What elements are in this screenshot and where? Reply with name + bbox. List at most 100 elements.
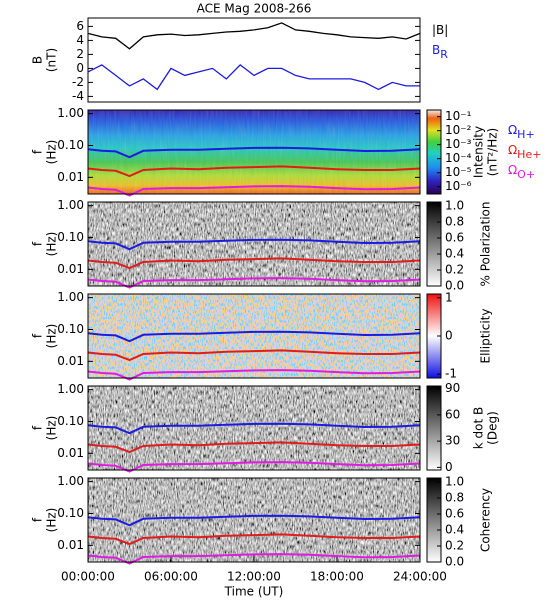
legend-name: Ω [508,143,517,157]
colorbar-tick-label: 1.0 [445,475,464,489]
colorbar-tick-label: 10⁻⁶ [445,179,472,193]
legend-subscript: R [440,48,448,61]
series-line [87,533,421,546]
colorbar-tick-label: 10⁻⁴ [445,151,472,165]
y-axis-label: (Hz) [45,508,59,533]
colorbar [426,385,442,471]
y-tick-label: 0.10 [57,230,84,244]
y-axis-label: (nT) [45,48,59,72]
colorbar-tick-label: 1 [445,290,453,304]
y-tick-label: -2 [72,75,84,89]
colorbar-tick-label: 0.0 [445,279,464,293]
series-line [87,238,421,251]
legend-subscript: He+ [517,148,541,161]
y-axis-label: f [31,149,45,154]
y-axis-label: (Hz) [45,232,59,257]
y-tick-label: 0.01 [57,170,84,184]
y-axis-label: (Hz) [45,324,59,349]
colorbar-label: Coherency [479,488,493,552]
spectrogram-texture [88,294,420,378]
y-tick-label: 1.00 [57,106,84,120]
colorbar-label: Intensity [472,126,486,178]
y-tick-label: 0.10 [57,138,84,152]
legend-label: BR [432,43,448,62]
colorbar-tick-label: 0.4 [445,247,464,261]
y-tick-label: 1.00 [57,198,84,212]
y-tick-label: 0.10 [57,414,84,428]
plot-frame [87,385,421,471]
colorbar-tick-label: 10⁻¹ [445,109,472,123]
y-tick-label: 0.10 [57,322,84,336]
y-tick-label: 0 [76,61,84,75]
spectrogram-texture [88,478,420,562]
y-tick-label: 0.01 [57,262,84,276]
x-tick-label: 24:00:00 [393,570,447,584]
y-tick-label: 0.01 [57,538,84,552]
legend-name: Ω [508,123,517,137]
series-line [87,165,421,178]
colorbar [426,201,442,287]
colorbar-label: (nT²/Hz) [486,128,500,176]
plot-frame [87,109,421,195]
colorbar-tick-label: 10⁻² [445,123,472,137]
y-axis-label: B [31,56,45,64]
x-axis-label: Time (UT) [224,585,284,599]
y-tick-label: -4 [72,89,84,103]
colorbar-tick-label: 0.4 [445,523,464,537]
y-tick-label: 2 [76,47,84,61]
y-axis-label: (Hz) [45,416,59,441]
colorbar-tick-label: 0.0 [445,555,464,569]
y-tick-label: 4 [76,33,84,47]
colorbar-label: Ellipticity [479,309,493,364]
spectrogram-texture [88,386,420,470]
colorbar-tick-label: 0.2 [445,263,464,277]
series-line [87,257,421,270]
legend-label: ΩH+ [508,123,535,142]
series-line [87,277,421,289]
colorbar-tick-label: 0.6 [445,507,464,521]
x-tick-label: 12:00:00 [227,570,281,584]
series-line [87,349,421,362]
y-axis-label: f [31,333,45,338]
y-tick-label: 1.00 [57,382,84,396]
spectrogram-texture [88,202,420,286]
legend-label: |B| [432,23,448,37]
y-axis-label: f [31,241,45,246]
legend-name: |B| [432,23,448,37]
series-line [87,64,420,91]
colorbar-tick-label: 0.6 [445,231,464,245]
colorbar-label: % Polarization [479,202,493,287]
plot-frame [87,293,421,379]
colorbar-tick-label: 0.8 [445,491,464,505]
colorbar-tick-label: 10⁻³ [445,137,472,151]
colorbar [426,109,442,195]
colorbar-label: (Deg) [486,411,500,445]
x-tick-label: 18:00:00 [310,570,364,584]
colorbar-tick-label: 0 [445,329,453,343]
series-line [87,422,421,435]
colorbar-tick-label: -1 [445,367,457,381]
x-tick-label: 06:00:00 [144,570,198,584]
legend-label: ΩO+ [508,163,535,182]
series-line [87,369,421,381]
spectrogram-texture [88,110,420,194]
plot-frame [87,17,421,103]
legend-subscript: H+ [517,128,535,141]
series-line [87,330,421,343]
colorbar-tick-label: 0.2 [445,539,464,553]
series-line [87,553,421,565]
legend-name: Ω [508,163,517,177]
y-tick-label: 6 [76,19,84,33]
y-tick-label: 0.01 [57,354,84,368]
colorbar-tick-label: 0 [445,460,453,474]
y-tick-label: 1.00 [57,290,84,304]
y-axis-label: f [31,425,45,430]
legend-label: ΩHe+ [508,143,541,162]
y-axis-label: (Hz) [45,140,59,165]
colorbar-tick-label: 0.8 [445,215,464,229]
series-line [87,22,421,50]
legend-name: B [432,43,440,57]
colorbar-tick-label: 30 [445,434,460,448]
series-line [87,514,421,527]
